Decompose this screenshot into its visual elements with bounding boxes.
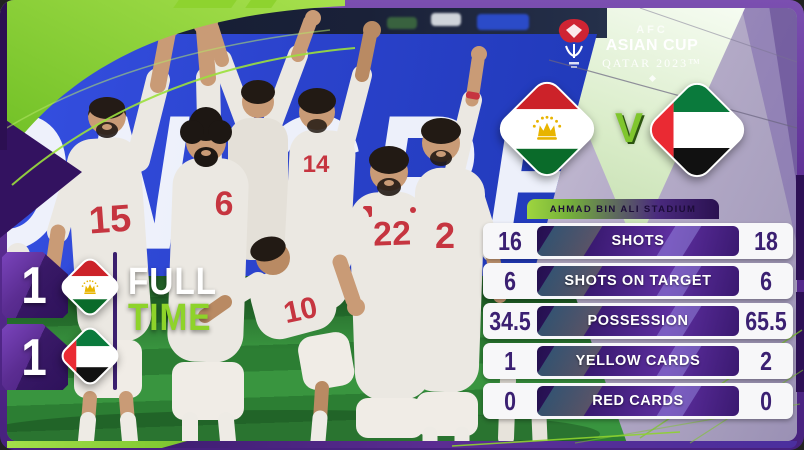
svg-text:22: 22	[373, 214, 412, 253]
wall-cable-lines	[548, 8, 797, 129]
crowd-blob	[477, 14, 529, 30]
svg-text:6: 6	[214, 185, 234, 224]
crowd-blob	[431, 13, 461, 26]
top-border-slash	[173, 0, 237, 8]
left-border-accent	[0, 0, 7, 150]
player-2: 2	[409, 46, 507, 441]
top-border-slash	[245, 0, 277, 8]
player-15: 15	[42, 17, 180, 441]
right-border-block	[796, 292, 804, 392]
svg-text:10: 10	[281, 291, 321, 330]
svg-text:14: 14	[303, 151, 330, 178]
bottom-accent-strip	[7, 441, 797, 448]
player-22: 22	[329, 146, 431, 438]
svg-text:15: 15	[87, 198, 132, 243]
bottom-green-segment	[7, 441, 187, 448]
right-border-block	[796, 175, 804, 280]
players-illustration: 14 6	[7, 10, 600, 441]
player-10: 10	[198, 236, 355, 441]
svg-text:2: 2	[435, 215, 455, 256]
match-photo-scene: ON CREDIT	[7, 8, 797, 441]
background-leg	[498, 372, 516, 441]
crowd-blob	[387, 17, 417, 29]
edge-player-arm	[7, 243, 30, 305]
background-leg	[530, 384, 548, 441]
